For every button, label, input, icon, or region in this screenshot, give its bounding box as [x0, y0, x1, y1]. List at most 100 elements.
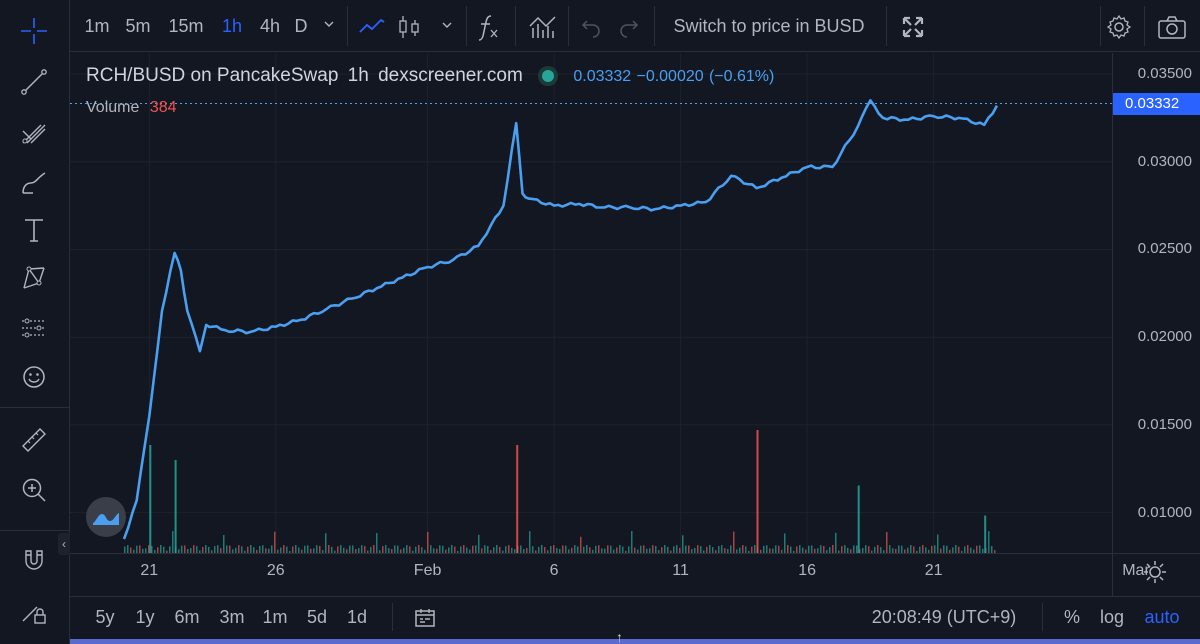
volume-bar	[418, 545, 420, 553]
volume-bar	[607, 545, 609, 553]
legend-symbol[interactable]: RCH/BUSD on PancakeSwap	[86, 65, 339, 86]
range-1d[interactable]: 1d	[346, 607, 368, 627]
volume-bar	[640, 545, 642, 553]
interval-dropdown-icon[interactable]	[316, 0, 342, 52]
volume-bar	[421, 547, 423, 553]
ruler-icon[interactable]	[12, 418, 56, 462]
volume-bar	[460, 546, 462, 553]
volume-bar	[232, 549, 234, 553]
volume-bar	[592, 549, 594, 553]
volume-bar	[781, 549, 783, 553]
interval-1m[interactable]: 1m	[84, 16, 110, 36]
text-tool-icon[interactable]	[12, 208, 56, 252]
lock-drawings-icon[interactable]	[12, 590, 56, 634]
volume-bar	[187, 549, 189, 553]
pattern-icon[interactable]	[12, 256, 56, 300]
volume-bar	[277, 549, 279, 553]
zoom-in-icon[interactable]	[12, 468, 56, 512]
bottom-panel-handle[interactable]	[70, 639, 1200, 644]
trend-line-icon[interactable]	[12, 60, 56, 104]
volume-bar	[700, 546, 702, 553]
volume-bar	[802, 547, 804, 553]
volume-bar	[538, 546, 540, 553]
chart-type-dropdown-icon[interactable]	[434, 0, 460, 52]
volume-bar	[247, 546, 249, 553]
range-5d[interactable]: 5d	[306, 607, 328, 627]
emoji-icon[interactable]	[12, 355, 56, 399]
switch-price-button[interactable]: Switch to price in BUSD	[673, 16, 865, 36]
compare-icon[interactable]	[525, 0, 561, 52]
volume-bar	[547, 550, 549, 553]
volume-bar	[847, 547, 849, 553]
prediction-tools-icon[interactable]	[12, 306, 56, 350]
clock-timezone[interactable]: 20:08:49 (UTC+9)	[871, 607, 1017, 627]
volume-bar	[328, 545, 330, 553]
magnet-icon[interactable]	[12, 538, 56, 582]
volume-bar	[466, 547, 468, 553]
volume-spike-bar	[756, 430, 759, 553]
range-3m[interactable]: 3m	[219, 607, 245, 627]
volume-bar	[769, 548, 771, 553]
volume-bar	[940, 548, 942, 553]
volume-bar	[190, 548, 192, 553]
go-to-date-calendar-icon[interactable]	[410, 597, 440, 644]
interval-15m[interactable]: 15m	[168, 16, 204, 36]
volume-bar	[691, 549, 693, 553]
auto-scale-toggle[interactable]: auto	[1144, 607, 1180, 627]
interval-1h[interactable]: 1h	[221, 16, 243, 36]
percent-scale-toggle[interactable]: %	[1063, 607, 1080, 627]
settings-gear-icon[interactable]	[1104, 0, 1134, 52]
volume-bar	[667, 546, 669, 553]
volume-bar	[850, 549, 852, 553]
interval-4h[interactable]: 4h	[259, 16, 281, 36]
volume-bar	[670, 550, 672, 553]
range-1y[interactable]: 1y	[135, 607, 155, 627]
interval-5m[interactable]: 5m	[125, 16, 151, 36]
chart-pane[interactable]: RCH/BUSD on PancakeSwap 1h dexscreener.c…	[58, 53, 1137, 555]
crosshair-icon[interactable]	[12, 9, 56, 53]
volume-bar	[937, 534, 939, 553]
brush-icon[interactable]	[12, 160, 56, 204]
volume-bar	[472, 545, 474, 553]
volume-bar	[775, 545, 777, 553]
volume-bar	[361, 545, 363, 553]
range-6m[interactable]: 6m	[174, 607, 200, 627]
volume-bar	[169, 546, 171, 553]
volume-bar	[331, 546, 333, 553]
axis-settings-icon[interactable]	[1143, 560, 1167, 589]
volume-bar	[568, 549, 570, 553]
fullscreen-icon[interactable]	[896, 0, 930, 52]
volume-bar	[832, 545, 834, 553]
line-chart-type-icon[interactable]	[352, 0, 392, 52]
collapse-toolbar-chevron-icon[interactable]: ‹	[58, 533, 70, 555]
volume-bar	[958, 546, 960, 553]
volume-bar	[931, 545, 933, 553]
volume-bar	[397, 545, 399, 553]
interval-d[interactable]: D	[294, 16, 308, 36]
volume-bar	[430, 545, 432, 553]
log-scale-toggle[interactable]: log	[1099, 607, 1125, 627]
volume-bar	[913, 546, 915, 553]
volume-bar	[766, 545, 768, 553]
candles-chart-type-icon[interactable]	[394, 0, 424, 52]
volume-bar	[730, 545, 732, 553]
undo-icon[interactable]	[576, 0, 606, 52]
volume-bar	[145, 548, 147, 553]
price-axis[interactable]: 0.03500 0.03000 0.02500 0.02000 0.01500 0.010…	[1112, 53, 1200, 553]
redo-icon[interactable]	[614, 0, 644, 52]
volume-bar	[934, 545, 936, 553]
volume-bar	[826, 550, 828, 553]
snapshot-camera-icon[interactable]	[1154, 0, 1190, 52]
volume-bar	[292, 546, 294, 553]
range-1m[interactable]: 1m	[262, 607, 288, 627]
indicators-fx-icon[interactable]	[472, 0, 504, 52]
pitchfork-icon[interactable]	[12, 110, 56, 154]
volume-label[interactable]: Volume	[86, 99, 140, 116]
expand-panel-arrow-icon[interactable]: ↑	[616, 629, 623, 644]
time-axis[interactable]: 21 26 Feb 6 11 16 21 Mar	[70, 553, 1150, 596]
volume-bar	[580, 536, 582, 553]
axis-settings-corner	[1112, 553, 1200, 596]
range-5y[interactable]: 5y	[95, 607, 115, 627]
volume-bar	[946, 545, 948, 553]
volume-bar	[727, 548, 729, 553]
